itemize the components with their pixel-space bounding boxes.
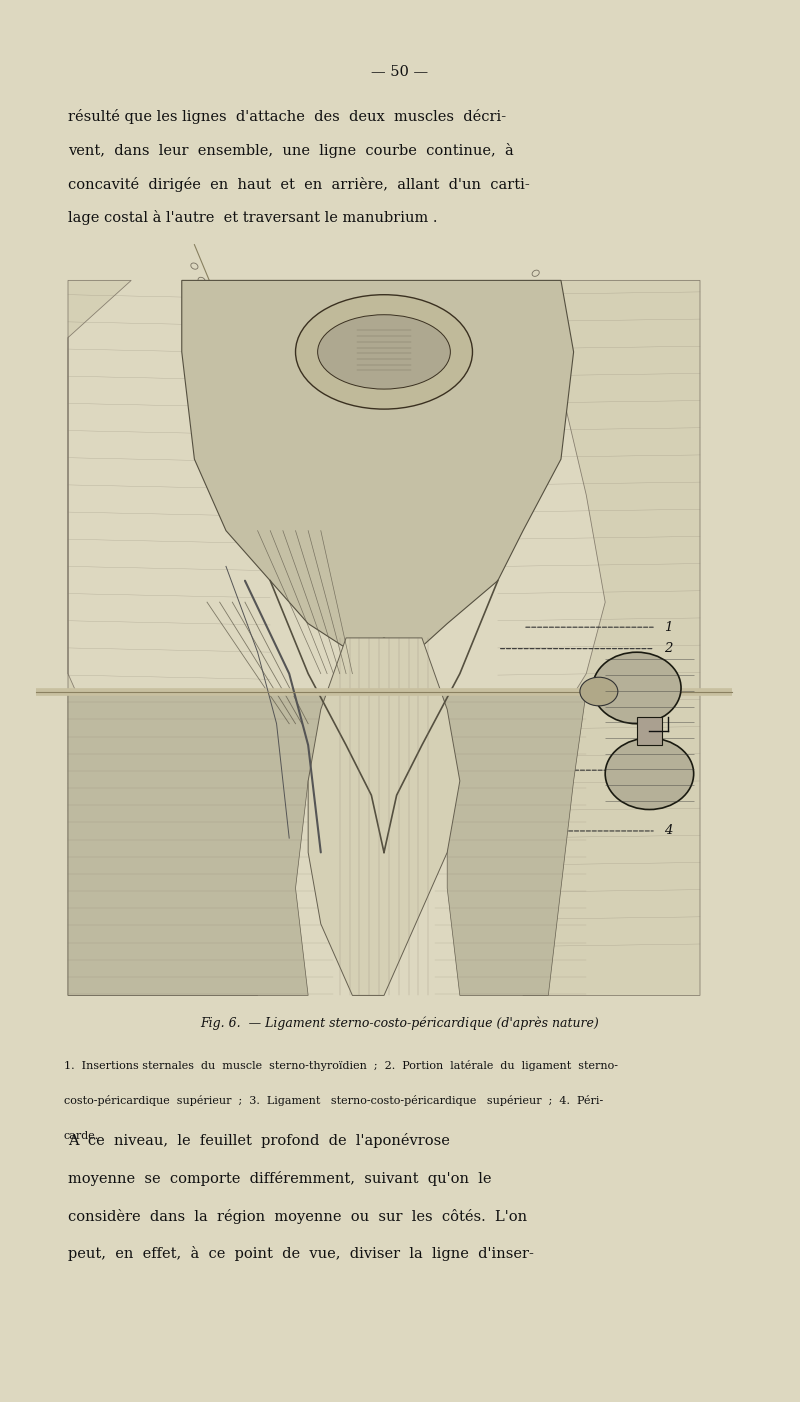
Polygon shape	[68, 280, 258, 995]
Text: Fig. 6.  — Ligament sterno-costo-péricardique (d'après nature): Fig. 6. — Ligament sterno-costo-péricard…	[201, 1016, 599, 1030]
Text: résulté que les lignes  d'attache  des  deux  muscles  décri-: résulté que les lignes d'attache des deu…	[68, 109, 506, 125]
Text: peut,  en  effet,  à  ce  point  de  vue,  diviser  la  ligne  d'inser-: peut, en effet, à ce point de vue, divis…	[68, 1246, 534, 1262]
Text: 3: 3	[664, 764, 672, 777]
Ellipse shape	[318, 314, 450, 390]
Text: vent,  dans  leur  ensemble,  une  ligne  courbe  continue,  à: vent, dans leur ensemble, une ligne cour…	[68, 143, 514, 158]
Text: lage costal à l'autre  et traversant le manubrium .: lage costal à l'autre et traversant le m…	[68, 210, 438, 226]
Ellipse shape	[295, 294, 473, 409]
Text: 1: 1	[664, 621, 672, 634]
Text: carde.: carde.	[64, 1130, 99, 1141]
Text: A  ce  niveau,  le  feuillet  profond  de  l'aponévrose: A ce niveau, le feuillet profond de l'ap…	[68, 1133, 450, 1148]
Polygon shape	[308, 638, 460, 995]
Polygon shape	[434, 691, 586, 995]
Text: — 50 —: — 50 —	[371, 64, 429, 79]
Text: 4: 4	[664, 824, 672, 837]
Text: moyenne  se  comporte  différemment,  suivant  qu'on  le: moyenne se comporte différemment, suivan…	[68, 1171, 491, 1186]
Polygon shape	[68, 691, 334, 995]
Text: concavité  dirigée  en  haut  et  en  arrière,  allant  d'un  carti-: concavité dirigée en haut et en arrière,…	[68, 177, 530, 192]
Bar	[68, 280, 700, 995]
Polygon shape	[182, 280, 574, 652]
Ellipse shape	[580, 677, 618, 705]
Ellipse shape	[606, 737, 694, 809]
Text: costo-péricardique  supérieur  ;  3.  Ligament   sterno-costo-péricardique   sup: costo-péricardique supérieur ; 3. Ligame…	[64, 1095, 603, 1106]
Text: considère  dans  la  région  moyenne  ou  sur  les  côtés.  L'on: considère dans la région moyenne ou sur …	[68, 1209, 527, 1224]
Ellipse shape	[593, 652, 681, 723]
Text: 2: 2	[664, 642, 672, 655]
Polygon shape	[478, 280, 700, 995]
Bar	[637, 716, 662, 744]
Text: 1.  Insertions sternales  du  muscle  sterno-thyroïdien  ;  2.  Portion  latéral: 1. Insertions sternales du muscle sterno…	[64, 1060, 618, 1071]
